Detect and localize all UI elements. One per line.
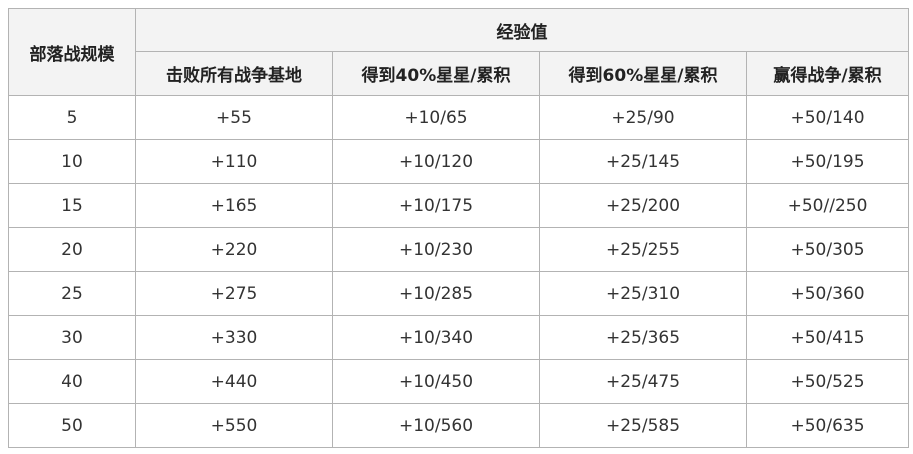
table-cell: +330 <box>135 315 333 360</box>
header-col: 得到40%星星/累积 <box>332 51 540 96</box>
table-cell: +550 <box>135 403 333 448</box>
table-cell: +25/310 <box>539 271 747 316</box>
table-cell: +25/475 <box>539 359 747 404</box>
table-cell: +10/65 <box>332 95 540 140</box>
table-cell: +275 <box>135 271 333 316</box>
xp-table: 部落战规模 经验值 击败所有战争基地 得到40%星星/累积 得到60%星星/累积… <box>8 8 909 448</box>
table-row: 15 +165 +10/175 +25/200 +50//250 <box>8 183 909 228</box>
table-cell: +220 <box>135 227 333 272</box>
table-cell: +25/90 <box>539 95 747 140</box>
table-cell: +440 <box>135 359 333 404</box>
table-cell: +50//250 <box>746 183 909 228</box>
table-cell: +50/635 <box>746 403 909 448</box>
table-cell: 40 <box>8 359 136 404</box>
table-row: 20 +220 +10/230 +25/255 +50/305 <box>8 227 909 272</box>
table-cell: 30 <box>8 315 136 360</box>
table-cell: +10/450 <box>332 359 540 404</box>
table-body: 5 +55 +10/65 +25/90 +50/140 10 +110 +10/120 +25/… <box>8 95 909 448</box>
table-cell: +10/120 <box>332 139 540 184</box>
table-row: 50 +550 +10/560 +25/585 +50/635 <box>8 403 909 448</box>
table-cell: +50/305 <box>746 227 909 272</box>
table-cell: +10/230 <box>332 227 540 272</box>
table-cell: +50/360 <box>746 271 909 316</box>
table-cell: +25/255 <box>539 227 747 272</box>
table-row: 40 +440 +10/450 +25/475 +50/525 <box>8 359 909 404</box>
table-cell: +25/365 <box>539 315 747 360</box>
header-col: 得到60%星星/累积 <box>539 51 747 96</box>
header-col: 赢得战争/累积 <box>746 51 909 96</box>
table-cell: +55 <box>135 95 333 140</box>
table-cell: +50/525 <box>746 359 909 404</box>
table-cell: +165 <box>135 183 333 228</box>
header-xp-group: 经验值 <box>135 8 909 52</box>
table-row: 30 +330 +10/340 +25/365 +50/415 <box>8 315 909 360</box>
table-cell: 5 <box>8 95 136 140</box>
table-cell: +10/175 <box>332 183 540 228</box>
table-cell: 15 <box>8 183 136 228</box>
table-cell: +10/560 <box>332 403 540 448</box>
table-row: 25 +275 +10/285 +25/310 +50/360 <box>8 271 909 316</box>
table-cell: 10 <box>8 139 136 184</box>
table-cell: +25/145 <box>539 139 747 184</box>
table-cell: +50/415 <box>746 315 909 360</box>
table-cell: +10/340 <box>332 315 540 360</box>
table-cell: 50 <box>8 403 136 448</box>
table-cell: 20 <box>8 227 136 272</box>
table-cell: +10/285 <box>332 271 540 316</box>
table-row: 5 +55 +10/65 +25/90 +50/140 <box>8 95 909 140</box>
table-cell: +50/195 <box>746 139 909 184</box>
header-col: 击败所有战争基地 <box>135 51 333 96</box>
table-row: 10 +110 +10/120 +25/145 +50/195 <box>8 139 909 184</box>
table-cell: +25/200 <box>539 183 747 228</box>
table-cell: +110 <box>135 139 333 184</box>
table-cell: +25/585 <box>539 403 747 448</box>
table-cell: 25 <box>8 271 136 316</box>
table-cell: +50/140 <box>746 95 909 140</box>
header-scale: 部落战规模 <box>8 8 136 96</box>
